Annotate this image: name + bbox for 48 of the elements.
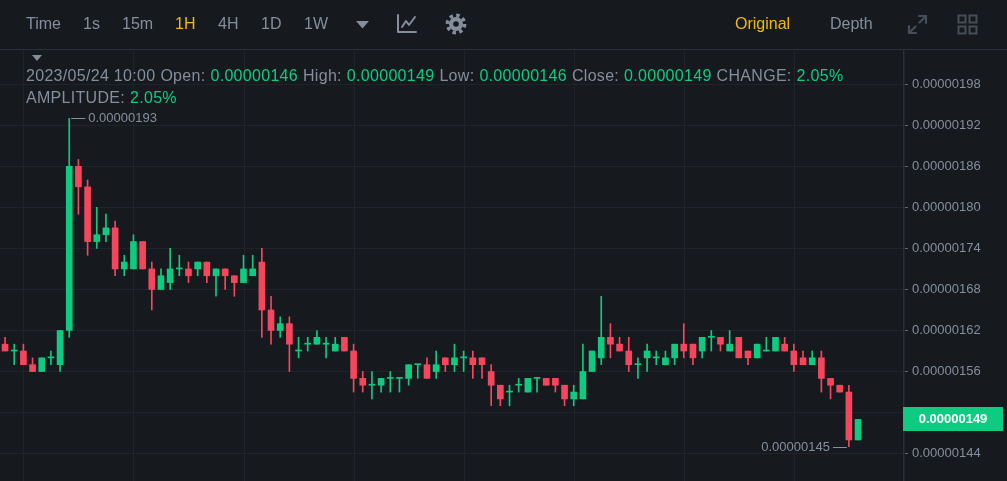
text: Time bbox=[26, 14, 61, 34]
text: 1H bbox=[175, 14, 196, 34]
y-tick-label: 0.00000198 bbox=[912, 75, 981, 91]
candlestick bbox=[524, 378, 532, 393]
candlestick bbox=[515, 378, 523, 393]
candlestick bbox=[386, 371, 394, 393]
candlestick bbox=[533, 377, 541, 393]
y-tick-label: 0.00000180 bbox=[912, 198, 981, 214]
annotation: 0.00000193 bbox=[88, 110, 157, 126]
annotation: 2.05% bbox=[130, 88, 177, 108]
candlestick bbox=[707, 330, 715, 352]
y-tick-label: 0.00000162 bbox=[912, 322, 981, 338]
candlestick bbox=[735, 337, 743, 359]
candlestick bbox=[588, 350, 596, 372]
annotation: Open: bbox=[160, 66, 206, 86]
text: 1s bbox=[83, 14, 100, 34]
y-tick-label: 0.00000186 bbox=[912, 157, 981, 173]
annotation: 2023/05/24 10:00 bbox=[26, 66, 156, 86]
text: 1W bbox=[304, 14, 328, 34]
annotation: 0.00000146 bbox=[479, 66, 567, 86]
y-tick-label: 0.00000174 bbox=[912, 239, 981, 255]
text: Depth bbox=[830, 14, 873, 34]
candlestick bbox=[304, 337, 312, 352]
annotation: Low: bbox=[439, 66, 475, 86]
y-tick-label: 0.00000144 bbox=[912, 445, 981, 461]
candlestick bbox=[753, 343, 761, 359]
annotation: CHANGE: bbox=[716, 66, 792, 86]
annotation: 0.00000149 bbox=[346, 66, 435, 86]
candlestick bbox=[854, 419, 862, 441]
annotation: 0.00000145 bbox=[761, 439, 830, 455]
annotation: High: bbox=[303, 66, 342, 86]
annotation: 0.00000146 bbox=[210, 66, 298, 86]
annotation: Close: bbox=[571, 66, 620, 86]
candlestick bbox=[414, 363, 422, 379]
candlestick bbox=[542, 378, 550, 386]
text: 0.00000149 bbox=[918, 410, 988, 426]
annotation: 0.00000149 bbox=[624, 66, 712, 86]
annotation: AMPLITUDE: bbox=[26, 88, 126, 108]
y-tick-label: 0.00000192 bbox=[912, 116, 981, 132]
text: Original bbox=[735, 14, 791, 34]
y-tick-label: 0.00000156 bbox=[912, 363, 981, 379]
candlestick bbox=[38, 357, 46, 372]
candlestick bbox=[836, 384, 844, 393]
annotation: 2.05% bbox=[796, 66, 844, 86]
y-tick-label: 0.00000168 bbox=[912, 281, 981, 297]
text: 1D bbox=[261, 14, 282, 34]
text: 15m bbox=[122, 14, 154, 34]
text: 4H bbox=[218, 14, 239, 34]
